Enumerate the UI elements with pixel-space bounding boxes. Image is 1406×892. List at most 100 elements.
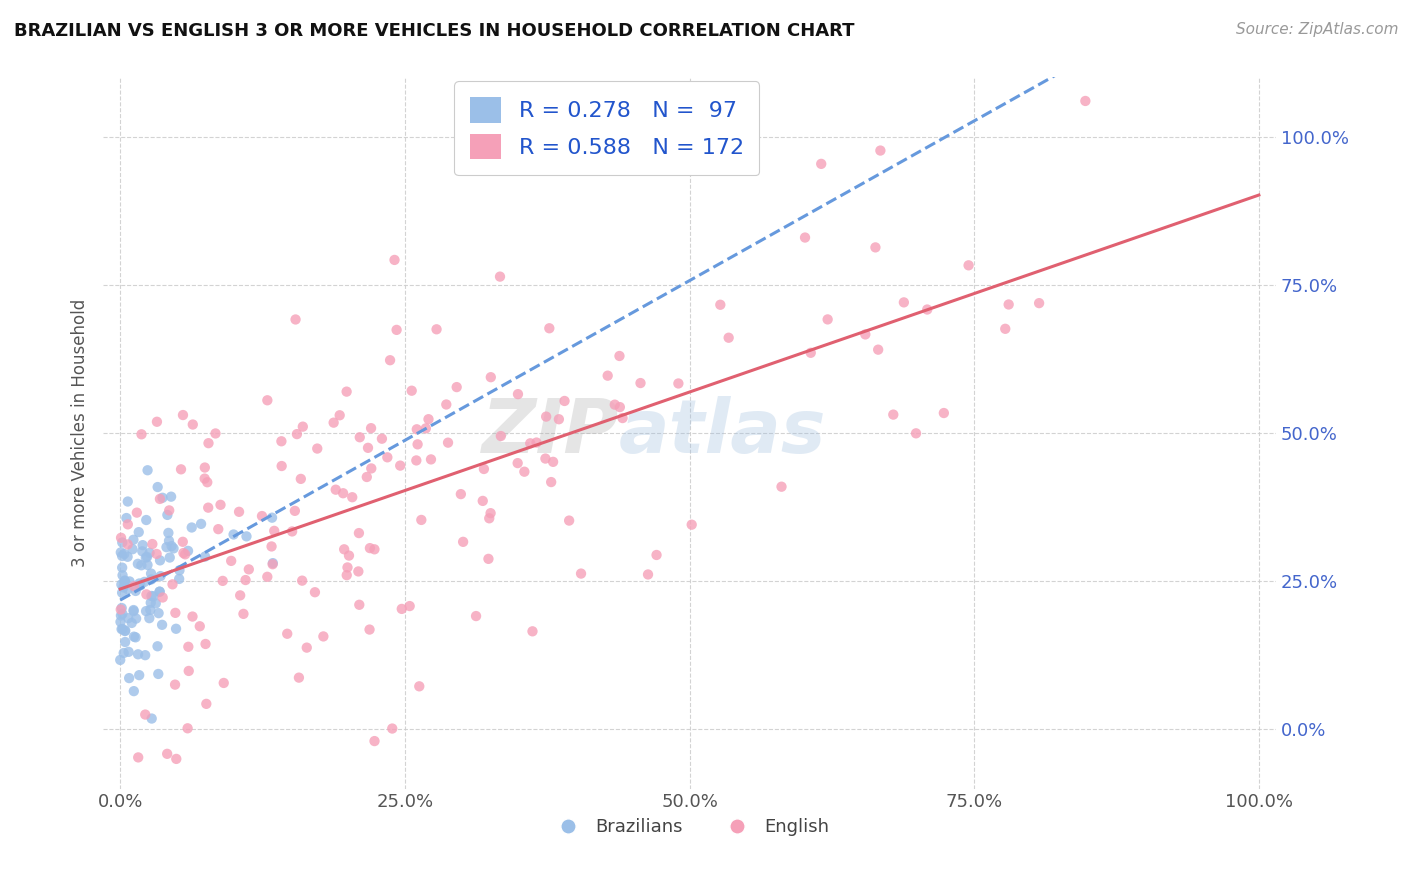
Point <box>112 646 135 660</box>
Point <box>167 572 190 586</box>
Point <box>162 577 184 591</box>
Point <box>637 567 659 582</box>
Point <box>558 514 581 528</box>
Point <box>451 534 474 549</box>
Point <box>194 549 217 564</box>
Point <box>506 456 529 470</box>
Point <box>465 609 488 624</box>
Point <box>177 664 200 678</box>
Point <box>336 384 359 399</box>
Point <box>411 513 433 527</box>
Point <box>336 568 359 582</box>
Point <box>160 490 183 504</box>
Point <box>868 343 890 357</box>
Legend: Brazilians, English: Brazilians, English <box>543 811 837 844</box>
Point <box>188 619 211 633</box>
Point <box>162 541 184 556</box>
Point <box>915 302 938 317</box>
Point <box>204 426 226 441</box>
Point <box>118 574 141 589</box>
Point <box>256 570 278 584</box>
Point <box>418 412 440 426</box>
Point <box>127 648 149 662</box>
Point <box>149 491 172 506</box>
Point <box>235 573 257 587</box>
Point <box>177 544 200 558</box>
Point <box>477 552 499 566</box>
Point <box>157 533 180 548</box>
Point <box>117 494 139 508</box>
Point <box>169 563 191 577</box>
Point <box>122 603 145 617</box>
Point <box>905 426 928 441</box>
Point <box>425 322 447 336</box>
Point <box>333 542 356 557</box>
Point <box>471 494 494 508</box>
Point <box>159 550 181 565</box>
Point <box>405 422 427 436</box>
Point <box>630 376 652 390</box>
Point <box>869 144 891 158</box>
Point <box>437 435 460 450</box>
Point <box>219 554 242 568</box>
Point <box>139 603 162 617</box>
Point <box>195 697 218 711</box>
Point <box>211 574 233 588</box>
Text: atlas: atlas <box>619 396 827 469</box>
Point <box>128 668 150 682</box>
Point <box>666 376 689 391</box>
Point <box>538 321 561 335</box>
Point <box>111 568 134 582</box>
Point <box>541 455 564 469</box>
Point <box>446 380 468 394</box>
Point <box>347 565 370 579</box>
Point <box>276 626 298 640</box>
Point <box>526 435 548 450</box>
Point <box>408 679 430 693</box>
Point <box>1028 296 1050 310</box>
Point <box>146 480 169 494</box>
Point <box>142 590 165 604</box>
Point <box>110 545 132 559</box>
Point <box>489 269 512 284</box>
Point <box>810 157 832 171</box>
Point <box>325 483 347 497</box>
Point <box>110 602 132 616</box>
Point <box>212 676 235 690</box>
Point <box>110 615 132 629</box>
Point <box>110 608 132 623</box>
Point <box>117 582 139 597</box>
Point <box>347 526 370 541</box>
Point <box>337 549 360 563</box>
Point <box>181 609 204 624</box>
Point <box>118 671 141 685</box>
Point <box>114 635 136 649</box>
Point <box>125 611 148 625</box>
Point <box>284 312 307 326</box>
Text: Source: ZipAtlas.com: Source: ZipAtlas.com <box>1236 22 1399 37</box>
Point <box>121 615 143 630</box>
Point <box>136 549 159 564</box>
Point <box>148 606 170 620</box>
Point <box>115 511 138 525</box>
Point <box>110 577 132 591</box>
Point <box>285 427 308 442</box>
Point <box>540 475 562 489</box>
Point <box>349 430 371 444</box>
Point <box>232 607 254 621</box>
Point <box>865 240 887 254</box>
Point <box>156 508 179 522</box>
Point <box>127 557 149 571</box>
Point <box>385 323 408 337</box>
Point <box>195 475 218 490</box>
Point <box>117 537 139 551</box>
Point <box>472 462 495 476</box>
Point <box>138 546 160 560</box>
Point <box>122 579 145 593</box>
Point <box>117 611 139 625</box>
Point <box>165 752 187 766</box>
Point <box>122 533 145 547</box>
Y-axis label: 3 or more Vehicles in Household: 3 or more Vehicles in Household <box>72 299 89 567</box>
Point <box>111 601 134 615</box>
Point <box>197 436 219 450</box>
